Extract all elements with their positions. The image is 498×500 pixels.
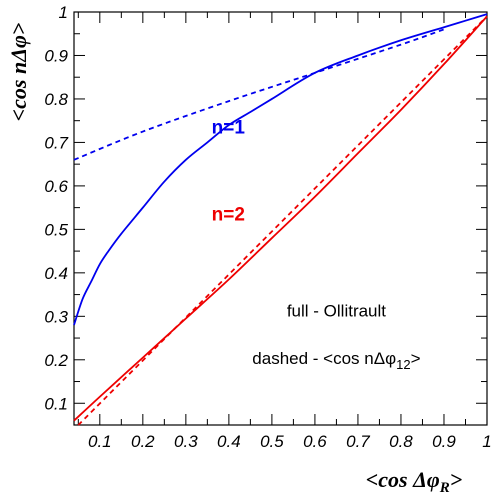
y-tick-label: 0.6 — [44, 177, 68, 196]
y-tick-label: 0.3 — [44, 307, 68, 326]
y-tick-label: 0.9 — [44, 46, 68, 65]
series-layer — [73, 13, 488, 426]
y-tick-label: 0.5 — [44, 220, 68, 239]
x-tick-label: 0.4 — [217, 432, 241, 451]
y-tick-label: 0.1 — [44, 394, 68, 413]
x-tick-label: 0.6 — [303, 432, 327, 451]
plot-frame — [73, 11, 488, 426]
series-label-n2: n=2 — [212, 205, 245, 226]
y-tick-label: 0.4 — [44, 264, 68, 283]
axis-ticks: 0.1 0.2 0.3 0.4 0.5 0.6 0.7 0.8 0.9 1 0.1 0.2 0.3 0.4… — [44, 3, 491, 451]
annotation-3: dashed - <cos nΔφ12> — [252, 349, 420, 372]
series-line-0-solid — [73, 13, 488, 326]
y-tick-label: 0.7 — [44, 133, 68, 152]
x-tick-label: 0.3 — [174, 432, 198, 451]
series-line-2-solid — [73, 15, 488, 422]
y-tick-label: 0.8 — [44, 90, 68, 109]
annotation-2: full - Ollitrault — [287, 301, 386, 320]
series-line-1-dashed — [73, 28, 445, 161]
y-tick-label: 1 — [59, 3, 68, 22]
x-tick-label: 0.5 — [260, 432, 284, 451]
series-label-n1: n=1 — [212, 118, 246, 139]
x-tick-label: 0.2 — [131, 432, 155, 451]
x-tick-label: 0.1 — [88, 432, 112, 451]
x-tick-label: 1 — [482, 432, 491, 451]
y-tick-label: 0.2 — [44, 351, 68, 370]
x-axis-title: <cos ΔφR> — [366, 467, 463, 496]
y-axis-title: <cos nΔφ> — [6, 23, 31, 122]
series-line-3-dashed — [77, 15, 488, 426]
x-tick-label: 0.9 — [432, 432, 456, 451]
x-tick-label: 0.8 — [389, 432, 413, 451]
annotations: n=1 n=2 full - Ollitrault dashed - <cos nΔφ… — [212, 118, 421, 372]
x-tick-label: 0.7 — [346, 432, 370, 451]
